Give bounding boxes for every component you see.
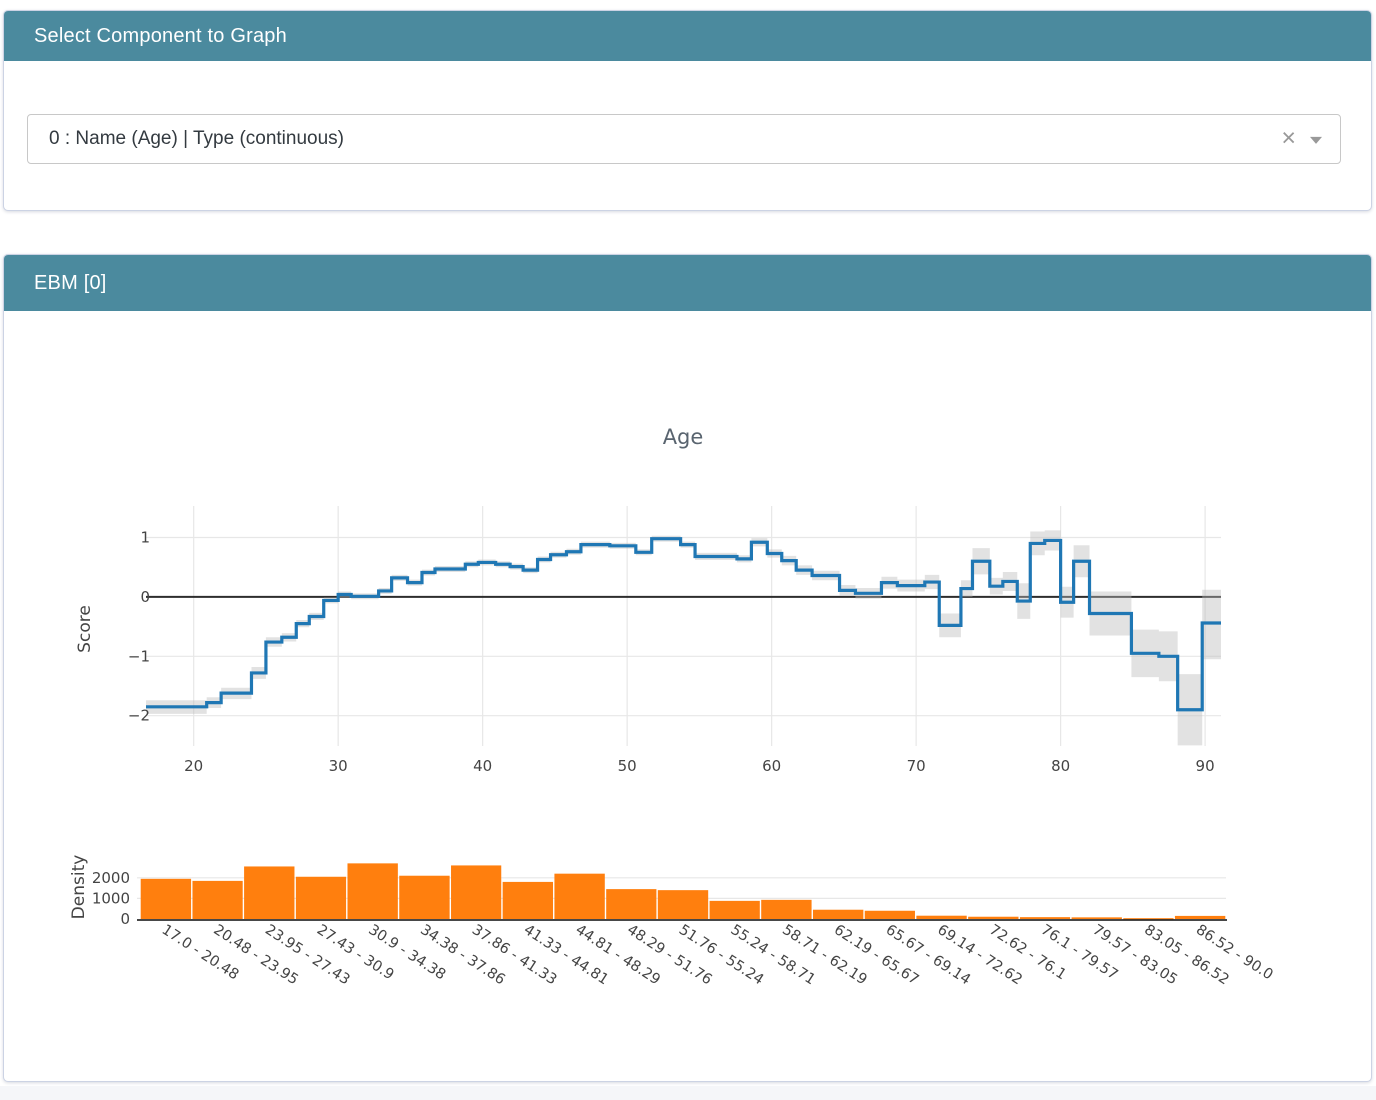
histogram-axis-ticks: 0 1000 2000 bbox=[92, 869, 130, 928]
histogram-bars bbox=[140, 863, 1226, 920]
ebm-card: EBM [0] 20 30 40 50 60 70 80 90 1 0 −1 −2 0 1000 2000… bbox=[3, 254, 1372, 1082]
chevron-down-icon[interactable] bbox=[1310, 136, 1322, 144]
svg-text:2000: 2000 bbox=[92, 869, 130, 887]
svg-text:1: 1 bbox=[140, 528, 150, 546]
svg-text:70: 70 bbox=[907, 757, 926, 775]
svg-text:50: 50 bbox=[618, 757, 637, 775]
density-axis-label: Density bbox=[69, 855, 89, 920]
svg-text:−1: −1 bbox=[128, 647, 150, 665]
score-step-line bbox=[146, 537, 1221, 712]
select-component-title: Select Component to Graph bbox=[34, 24, 287, 47]
score-axis-label: Score bbox=[75, 605, 95, 653]
ebm-title: EBM [0] bbox=[34, 271, 107, 294]
ebm-graph[interactable]: 20 30 40 50 60 70 80 90 1 0 −1 −2 0 1000 2000 17.0 - … bbox=[4, 311, 1364, 1081]
ebm-header: EBM [0] bbox=[4, 255, 1371, 311]
component-select-dropdown[interactable]: 0 : Name (Age) | Type (continuous) × bbox=[27, 114, 1341, 164]
main-plot-gridlines bbox=[146, 506, 1221, 746]
svg-text:60: 60 bbox=[762, 757, 781, 775]
svg-text:90: 90 bbox=[1196, 757, 1215, 775]
main-axis-ticks: 20 30 40 50 60 70 80 90 1 0 −1 −2 bbox=[128, 528, 1215, 775]
select-component-header: Select Component to Graph bbox=[4, 11, 1371, 61]
svg-text:20: 20 bbox=[184, 757, 203, 775]
select-component-card: Select Component to Graph 0 : Name (Age)… bbox=[3, 10, 1372, 211]
svg-text:−2: −2 bbox=[128, 707, 150, 725]
svg-text:1000: 1000 bbox=[92, 889, 130, 907]
svg-text:40: 40 bbox=[473, 757, 492, 775]
component-select-value[interactable]: 0 : Name (Age) | Type (continuous) bbox=[49, 128, 345, 149]
clear-icon[interactable]: × bbox=[1281, 124, 1296, 152]
svg-text:30: 30 bbox=[329, 757, 348, 775]
svg-text:0: 0 bbox=[140, 588, 150, 606]
svg-text:0: 0 bbox=[120, 910, 130, 928]
ebm-chart-svg[interactable]: 20 30 40 50 60 70 80 90 1 0 −1 −2 0 1000 2000 17.0 - … bbox=[4, 311, 1364, 1081]
chart-title: Age bbox=[663, 425, 704, 449]
page-bottom-area bbox=[0, 1086, 1376, 1100]
svg-text:80: 80 bbox=[1051, 757, 1070, 775]
